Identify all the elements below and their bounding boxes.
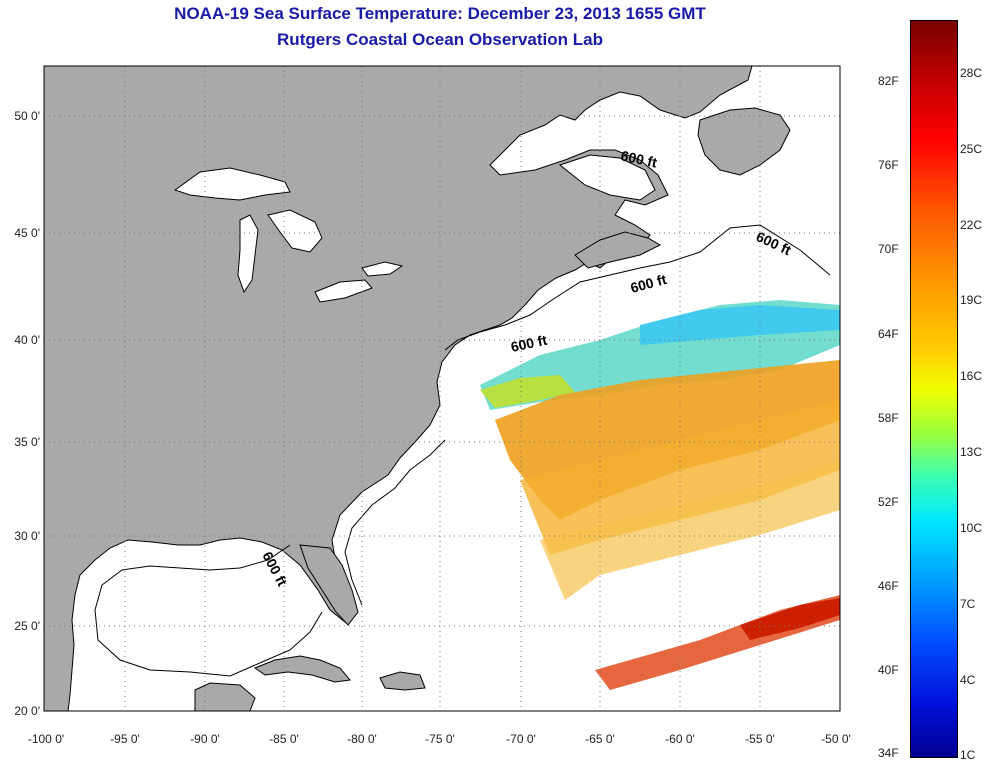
map-frame — [43, 65, 841, 712]
colorbar-c-label: 19C — [960, 293, 983, 307]
lake-ontario — [361, 261, 404, 277]
lat-tick: 30 0' — [14, 529, 40, 543]
colorbar-f-label: 34F — [878, 746, 899, 760]
map-title: NOAA-19 Sea Surface Temperature: Decembe… — [174, 4, 706, 23]
nova-scotia — [574, 231, 662, 269]
lake-michigan — [237, 214, 259, 294]
colorbar-c-label: 10C — [960, 521, 983, 535]
sst-swath — [480, 300, 840, 690]
colorbar-f-label: 82F — [878, 74, 899, 88]
colorbar-c-label: 7C — [960, 597, 976, 611]
colorbar-f-label: 40F — [878, 663, 899, 677]
lake-huron — [267, 209, 323, 253]
lon-tick: -100 0' — [27, 732, 65, 746]
depth-contour — [344, 439, 446, 606]
florida — [299, 544, 359, 626]
lat-tick: 20 0' — [14, 704, 40, 718]
colorbar-c-label: 4C — [960, 673, 976, 687]
lat-tick: 35 0' — [14, 435, 40, 449]
lon-tick: -85 0' — [269, 732, 299, 746]
lat-tick: 25 0' — [14, 619, 40, 633]
yucatan — [194, 682, 256, 711]
newfoundland — [697, 107, 791, 176]
lat-tick: 40 0' — [14, 333, 40, 347]
depth-contour — [94, 544, 323, 677]
lon-tick: -60 0' — [665, 732, 695, 746]
colorbar-f-label: 58F — [878, 411, 899, 425]
depth-contour — [444, 224, 831, 351]
colorbar-f-label: 52F — [878, 495, 899, 509]
lon-tick: -50 0' — [821, 732, 851, 746]
colorbar-c-label: 13C — [960, 445, 983, 459]
north-america-land — [44, 66, 753, 711]
colorbar-c-label: 25C — [960, 142, 983, 156]
lon-tick: -70 0' — [506, 732, 536, 746]
colorbar-f-label: 64F — [878, 327, 899, 341]
lat-tick: 45 0' — [14, 226, 40, 240]
lon-tick: -55 0' — [745, 732, 775, 746]
lake-superior — [173, 167, 291, 201]
lat-tick: 50 0' — [14, 109, 40, 123]
colorbar-f-label: 76F — [878, 158, 899, 172]
colorbar-f-label: 70F — [878, 242, 899, 256]
cuba — [253, 655, 351, 683]
contour-label: 600 ft — [509, 332, 548, 355]
colorbar-c-label: 28C — [960, 66, 983, 80]
lon-tick: -80 0' — [347, 732, 377, 746]
lon-tick: -65 0' — [585, 732, 615, 746]
colorbar-c-label: 16C — [960, 369, 983, 383]
lake-erie — [314, 279, 373, 303]
lon-tick: -95 0' — [110, 732, 140, 746]
hispaniola — [379, 671, 426, 691]
lon-tick: -90 0' — [190, 732, 220, 746]
colorbar-c-label: 22C — [960, 218, 983, 232]
lon-tick: -75 0' — [425, 732, 455, 746]
colorbar-c-label: 1C — [960, 748, 976, 762]
contour-label: 600 ft — [619, 147, 658, 170]
colorbar-f-label: 46F — [878, 579, 899, 593]
temperature-colorbar — [910, 20, 958, 758]
map-subtitle: Rutgers Coastal Ocean Observation Lab — [277, 30, 603, 49]
